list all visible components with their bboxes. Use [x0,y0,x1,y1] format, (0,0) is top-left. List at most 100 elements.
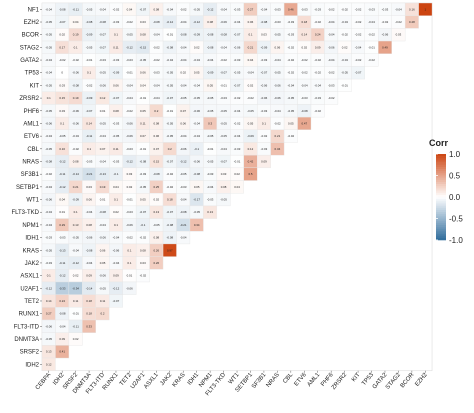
heatmap-cell [149,256,164,270]
cell-value-label: -0.07 [140,7,147,11]
row-label: FLT3-ITD [14,324,40,330]
cell-value-label: -0.05 [45,20,52,24]
cell-value-label: 0.28 [409,20,415,24]
cell-value-label: -0.01 [126,198,133,202]
cell-value-label: -0.04 [395,7,402,11]
cell-value-label: 0.05 [140,109,146,113]
cell-value-label: 0.02 [127,185,133,189]
cell-value-label: 0.01 [59,210,65,214]
cell-value-label: 0.2 [154,109,158,113]
cell-value-label: -0.06 [99,274,106,278]
cell-value-label: -0.04 [234,109,241,113]
cell-value-label: -0.02 [355,33,362,37]
cell-value-label: 0.02 [180,71,186,75]
cell-value-label: -0.08 [153,172,160,176]
cell-value-label: -0.02 [166,185,173,189]
cell-value-label: -0.01 [72,312,79,316]
cell-value-label: 0.11 [113,147,119,151]
cell-value-label: -0.07 [166,160,173,164]
cell-value-label: -0.06 [72,121,79,125]
cell-value-label: 0.11 [100,299,106,303]
cell-value-label: -0.04 [86,261,93,265]
cell-value-label: -0.04 [99,160,106,164]
row-label: CBL [27,147,39,153]
cell-value-label: -0.05 [220,121,227,125]
cell-value-label: -0.05 [288,109,295,113]
column-label: KRAS [172,372,187,388]
cell-value-label: 0.18 [86,312,92,316]
cell-value-label: -0.02 [274,121,281,125]
cell-value-label: -0.02 [314,20,321,24]
cell-value-label: -0.07 [355,71,362,75]
cell-value-label: -0.05 [153,223,160,227]
cell-value-label: -0.03 [126,58,133,62]
colorbar-title: Corr [429,138,448,148]
cell-value-label: -0.08 [59,312,66,316]
cell-value-label: -0.08 [72,83,79,87]
cell-value-label: 0.05 [194,185,200,189]
cell-value-label: 0.03 [127,172,133,176]
cell-value-label: -0.04 [193,58,200,62]
cell-value-label: -0.02 [395,20,402,24]
cell-value-label: 0.1 [114,223,118,227]
cell-value-label: -0.05 [207,160,214,164]
cell-value-label: 0.47 [301,121,307,125]
cell-value-label: -0.06 [261,83,268,87]
cell-value-label: -0.02 [140,274,147,278]
cell-value-label: -0.07 [86,109,93,113]
cell-value-label: -0.08 [207,33,214,37]
cell-value-label: -0.08 [207,45,214,49]
cell-value-label: -0.04 [355,45,362,49]
cell-value-label: -0.12 [72,261,79,265]
cell-value-label: 0.06 [180,121,186,125]
cell-value-label: -0.03 [261,58,268,62]
cell-value-label: 0.04 [234,185,240,189]
cell-value-label: -0.06 [234,45,241,49]
cell-value-label: 0.15 [59,96,65,100]
cell-value-label: 0.1 [248,33,252,37]
column-label: AML1 [307,372,322,388]
cell-value-label: 0.06 [86,198,92,202]
cell-value-label: -0.05 [99,121,106,125]
colorbar-segment [436,173,446,176]
cell-value-label: -0.04 [261,7,268,11]
cell-value-label: -0.04 [368,20,375,24]
cell-value-label: 0.3 [208,121,212,125]
cell-value-label: -0.11 [72,324,79,328]
cell-value-label: 0.04 [59,198,65,202]
cell-value-label: -0.03 [140,172,147,176]
cell-value-label: -0.05 [180,96,187,100]
cell-value-label: -0.05 [274,33,281,37]
cell-value-label: -0.08 [220,33,227,37]
cell-value-label: -0.06 [274,96,281,100]
cell-value-label: -0.02 [126,236,133,240]
cell-value-label: -0.01 [166,109,173,113]
cell-value-label: 0.07 [180,109,186,113]
row-label: GATA2 [20,58,39,64]
cell-value-label: 0.1 [114,33,118,37]
cell-value-label: -0.02 [368,58,375,62]
heatmap-cell [122,281,137,295]
heatmap-cell [55,345,70,359]
cell-value-label: -0.04 [99,7,106,11]
cell-value-label: -0.05 [207,134,214,138]
colorbar-segment [436,218,446,221]
cell-value-label: 0.34 [275,147,281,151]
heatmap-cell [176,231,191,245]
cell-value-label: 0.09 [59,337,65,341]
cell-value-label: -0.04 [274,58,281,62]
cell-value-label: 0.1 [74,45,78,49]
cell-value-label: 0.1 [87,71,91,75]
cell-value-label: -0.03 [314,96,321,100]
cell-value-label: -0.05 [45,33,52,37]
cell-value-label: 0.46 [288,7,294,11]
cell-value-label: -0.03 [301,7,308,11]
cell-value-label: 0.06 [113,83,119,87]
cell-value-label: -0.06 [86,236,93,240]
cell-value-label: 0.03 [396,33,402,37]
cell-value-label: -0.07 [59,20,66,24]
cell-value-label: -0.04 [274,109,281,113]
cell-value-label: -0.08 [45,160,52,164]
cell-value-label: 0.06 [140,71,146,75]
